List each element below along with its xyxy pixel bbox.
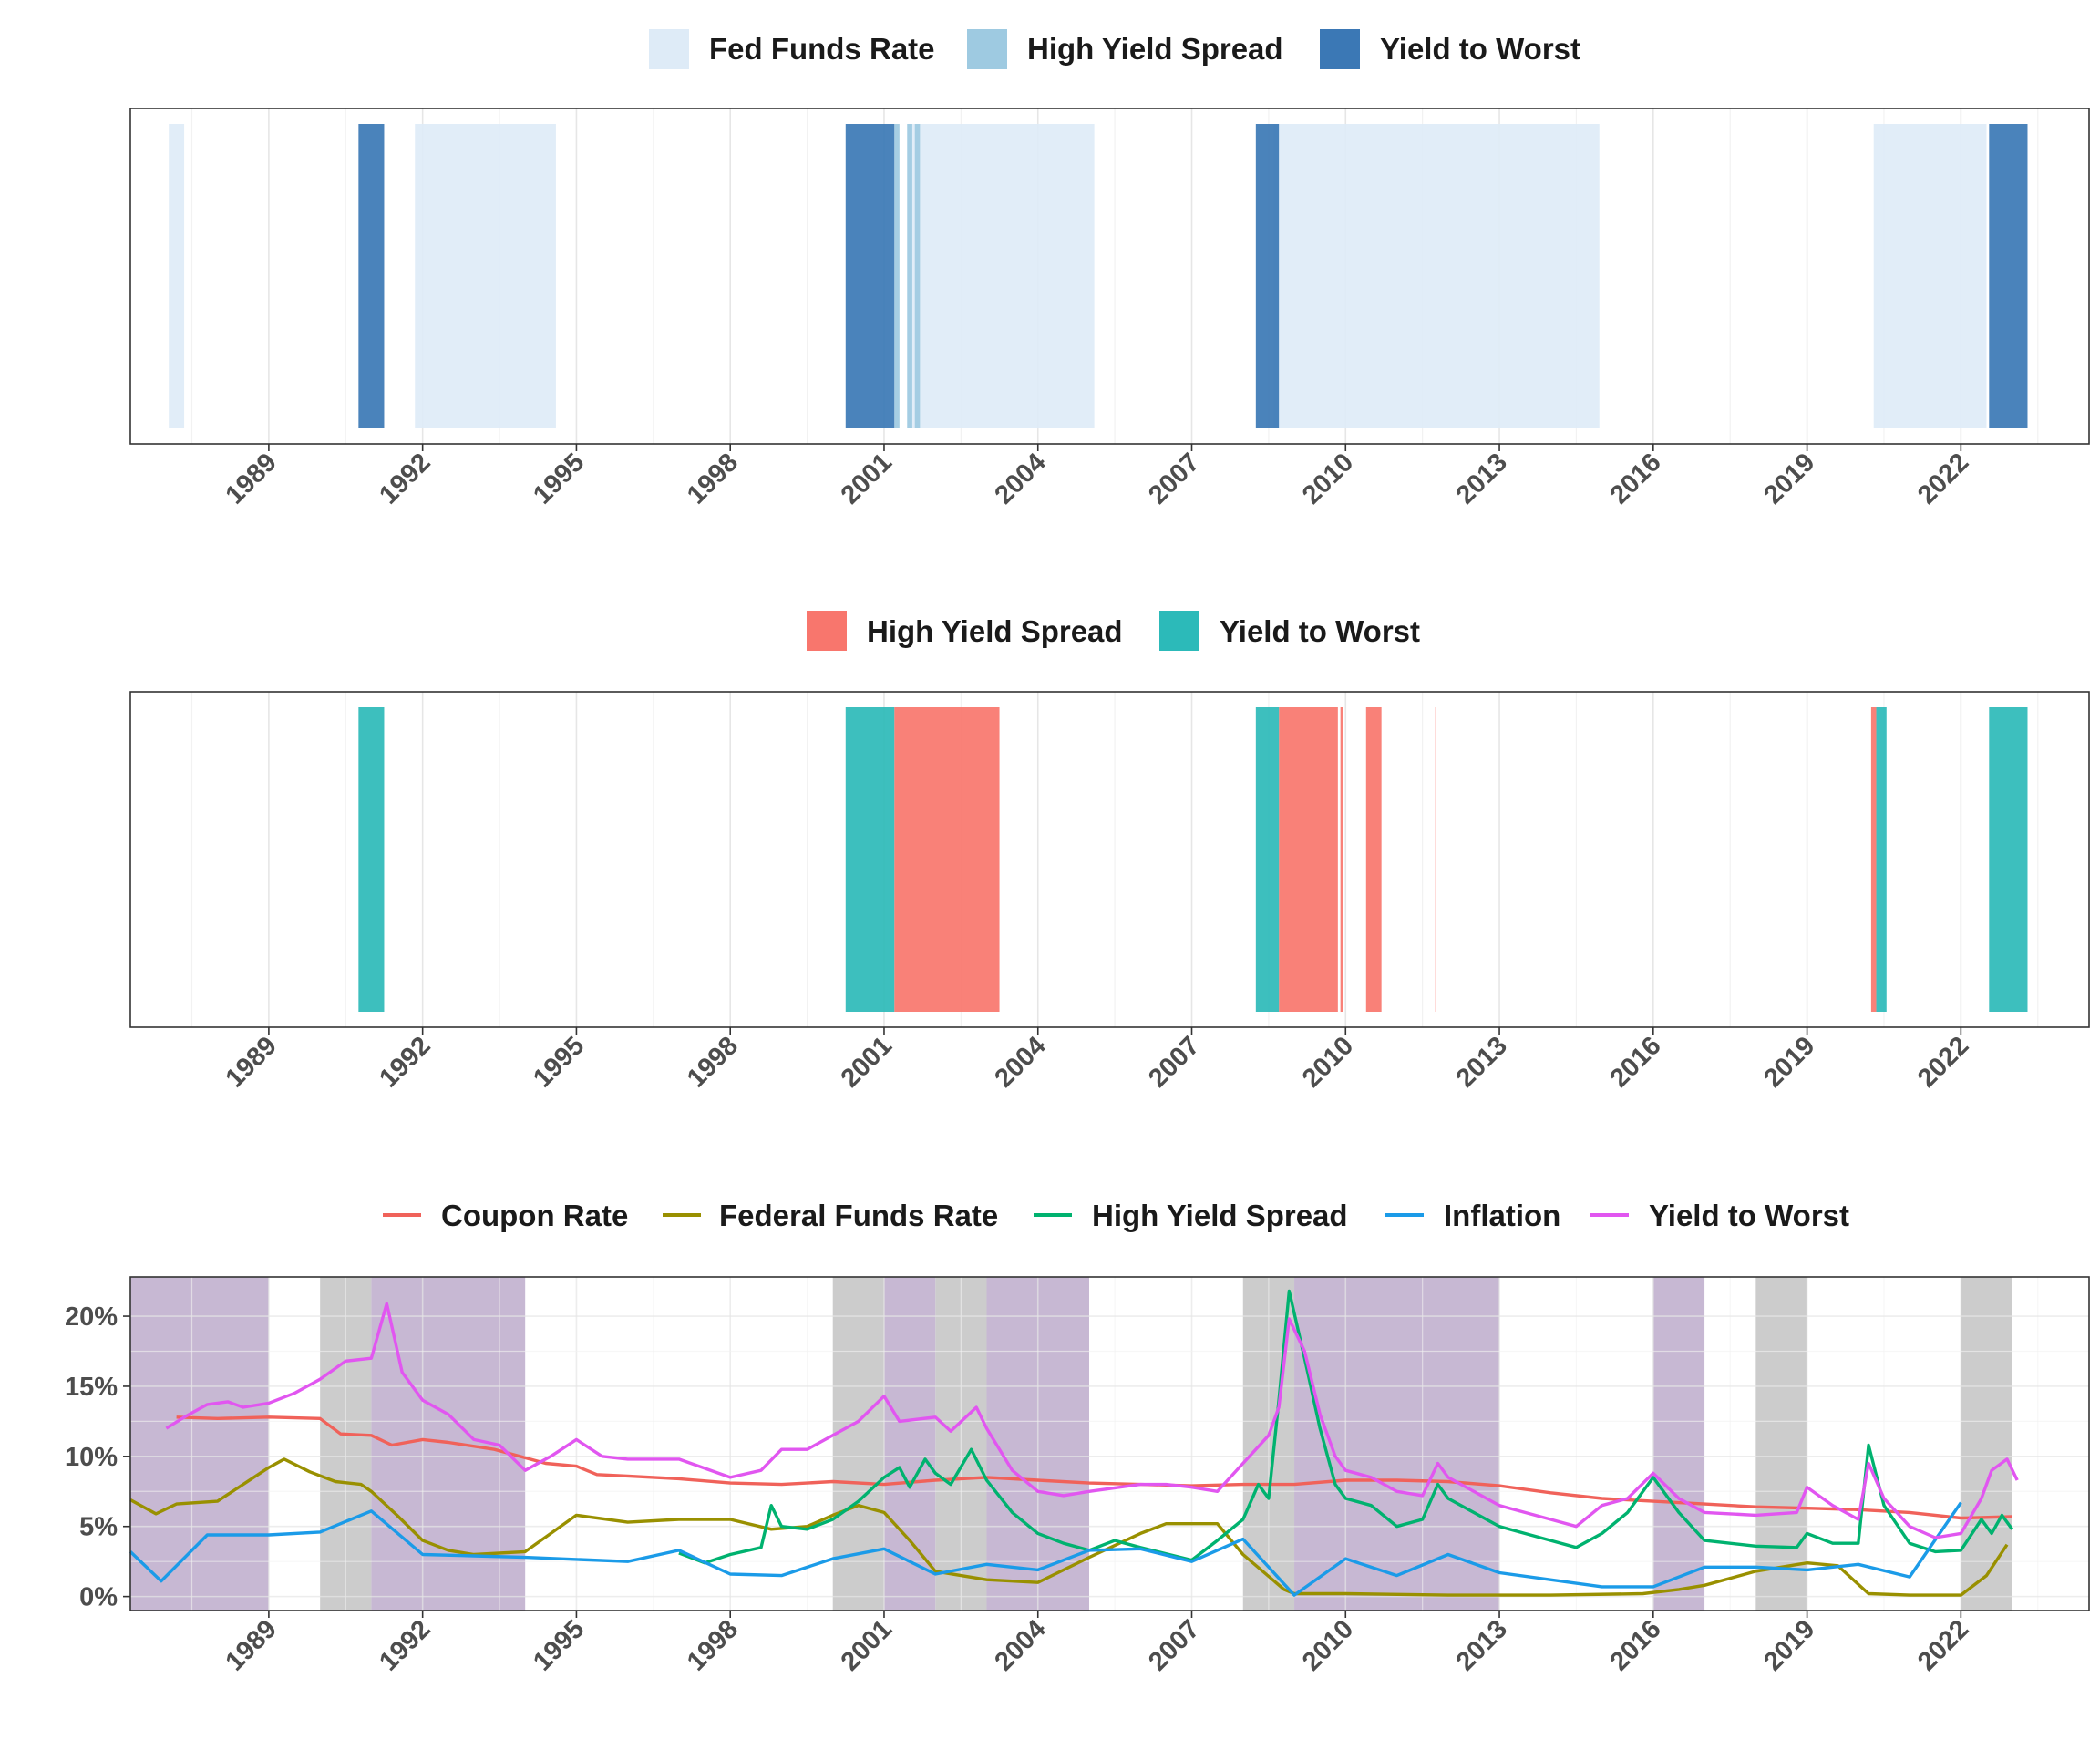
x-tick-label: 1989 xyxy=(221,1031,283,1093)
legend-panel-3: Coupon Rate Federal Funds Rate High Yiel… xyxy=(383,1199,1849,1232)
x-tick-label: 2007 xyxy=(1143,1031,1205,1093)
band-high-yield-spread xyxy=(1870,707,1877,1012)
x-tick-label: 1995 xyxy=(528,1031,590,1093)
x-tick-label: 2001 xyxy=(836,1031,898,1093)
band-fed-funds-rate xyxy=(415,124,556,428)
legend-key-high-yield-spread xyxy=(967,29,1007,69)
y-tick-label: 0% xyxy=(79,1583,118,1612)
x-tick-label: 2010 xyxy=(1297,448,1359,510)
band-fed-funds-rate xyxy=(1873,124,1987,428)
x-tick-label: 1995 xyxy=(528,448,590,510)
band-yield-to-worst xyxy=(845,124,895,428)
y-tick-label: 10% xyxy=(65,1443,118,1472)
x-tick-label: 2022 xyxy=(1912,1031,1974,1093)
x-tick-label: 2013 xyxy=(1451,1031,1513,1093)
panel-border xyxy=(129,1276,2090,1611)
y-tick-label: 20% xyxy=(65,1302,118,1332)
legend-label-federal-funds-rate: Federal Funds Rate xyxy=(719,1199,998,1232)
x-tick-label: 2019 xyxy=(1758,1614,1820,1676)
panel-2-regime-chart: 1989 1992 1995 1998 2001 2004 2007 2010 2013 2016… xyxy=(129,691,2090,1094)
x-tick-label: 2010 xyxy=(1297,1614,1359,1676)
x-tick-label: 1998 xyxy=(682,1614,744,1676)
legend-label-high-yield-spread: High Yield Spread xyxy=(867,614,1123,648)
x-tick-label: 2010 xyxy=(1297,1031,1359,1093)
y-tick-label: 5% xyxy=(79,1513,118,1542)
x-tick-label: 2022 xyxy=(1912,448,1974,510)
band-yield-to-worst xyxy=(1876,707,1887,1012)
x-tick-label: 2019 xyxy=(1758,448,1820,510)
panel-1-regime-chart: 1989 1992 1995 1998 2001 2004 2007 2010 2013 2016… xyxy=(129,108,2090,510)
legend-label-high-yield-spread: High Yield Spread xyxy=(1092,1199,1348,1232)
legend-panel-1: Fed Funds Rate High Yield Spread Yield t… xyxy=(649,29,1580,69)
x-tick-label: 1995 xyxy=(528,1614,590,1676)
x-tick-label: 2022 xyxy=(1912,1614,1974,1676)
x-tick-label: 2001 xyxy=(836,1614,898,1676)
series-line-inflation xyxy=(129,1501,1962,1597)
band-high-yield-spread xyxy=(1279,707,1338,1012)
x-tick-label: 2016 xyxy=(1605,448,1667,510)
x-tick-label: 2004 xyxy=(989,448,1051,510)
band-fed-funds-rate xyxy=(1273,124,1600,428)
band-yield-to-worst xyxy=(358,124,385,428)
series-line-federal-funds-rate xyxy=(129,1457,2009,1597)
shade-purple xyxy=(883,1277,936,1611)
band-yield-to-worst xyxy=(1255,707,1280,1012)
panel-border xyxy=(129,691,2090,1028)
panel-border xyxy=(129,108,2090,445)
x-tick-label: 1989 xyxy=(221,448,283,510)
band-fed-funds-rate xyxy=(907,124,1095,428)
legend-key-high-yield-spread xyxy=(807,611,847,651)
legend-key-fed-funds-rate xyxy=(649,29,689,69)
x-tick-label: 2013 xyxy=(1451,1614,1513,1676)
band-high-yield-spread xyxy=(907,124,912,428)
legend-panel-2: High Yield Spread Yield to Worst xyxy=(807,611,1420,651)
shade-purple xyxy=(1294,1277,1500,1611)
x-tick-label: 2001 xyxy=(836,448,898,510)
band-yield-to-worst xyxy=(1989,707,2028,1012)
shade-grey xyxy=(1755,1277,1807,1611)
x-tick-label: 2007 xyxy=(1143,448,1205,510)
shade-grey xyxy=(832,1277,884,1611)
x-tick-label: 1989 xyxy=(221,1614,283,1676)
band-yield-to-worst xyxy=(1989,124,2028,428)
legend-label-high-yield-spread: High Yield Spread xyxy=(1027,32,1283,66)
y-tick-label: 15% xyxy=(65,1373,118,1402)
series-line-high-yield-spread xyxy=(678,1289,2013,1565)
x-tick-label: 2016 xyxy=(1605,1031,1667,1093)
x-tick-label: 2007 xyxy=(1143,1614,1205,1676)
band-high-yield-spread xyxy=(914,124,921,428)
shade-purple xyxy=(130,1277,269,1611)
band-high-yield-spread xyxy=(894,124,900,428)
series-line-yield-to-worst xyxy=(165,1302,2019,1539)
band-fed-funds-rate xyxy=(169,124,185,428)
legend-label-inflation: Inflation xyxy=(1444,1199,1560,1232)
x-tick-label: 2019 xyxy=(1758,1031,1820,1093)
x-tick-label: 2013 xyxy=(1451,448,1513,510)
band-yield-to-worst xyxy=(1255,124,1280,428)
legend-label-yield-to-worst: Yield to Worst xyxy=(1649,1199,1849,1232)
x-tick-label: 1992 xyxy=(374,1031,436,1093)
shade-grey xyxy=(1961,1277,2012,1611)
legend-label-coupon-rate: Coupon Rate xyxy=(441,1199,628,1232)
band-high-yield-spread xyxy=(1340,707,1343,1012)
x-tick-label: 1998 xyxy=(682,448,744,510)
shade-purple xyxy=(1652,1277,1705,1611)
x-tick-label: 1992 xyxy=(374,448,436,510)
x-tick-label: 2004 xyxy=(989,1031,1051,1093)
band-yield-to-worst xyxy=(845,707,895,1012)
panel-3-line-chart: 0% 5% 10% 15% 20% 1989 1992 1995 1998 2001 2004 200… xyxy=(65,1276,2090,1677)
x-tick-label: 1992 xyxy=(374,1614,436,1676)
legend-key-yield-to-worst xyxy=(1320,29,1360,69)
band-high-yield-spread xyxy=(894,707,1000,1012)
x-tick-label: 2016 xyxy=(1605,1614,1667,1676)
legend-label-yield-to-worst: Yield to Worst xyxy=(1220,614,1420,648)
legend-key-yield-to-worst xyxy=(1159,611,1199,651)
x-tick-label: 1998 xyxy=(682,1031,744,1093)
legend-label-fed-funds-rate: Fed Funds Rate xyxy=(709,32,935,66)
x-tick-label: 2004 xyxy=(989,1614,1051,1676)
band-yield-to-worst xyxy=(358,707,385,1012)
legend-label-yield-to-worst: Yield to Worst xyxy=(1380,32,1580,66)
band-high-yield-spread xyxy=(1365,707,1382,1012)
